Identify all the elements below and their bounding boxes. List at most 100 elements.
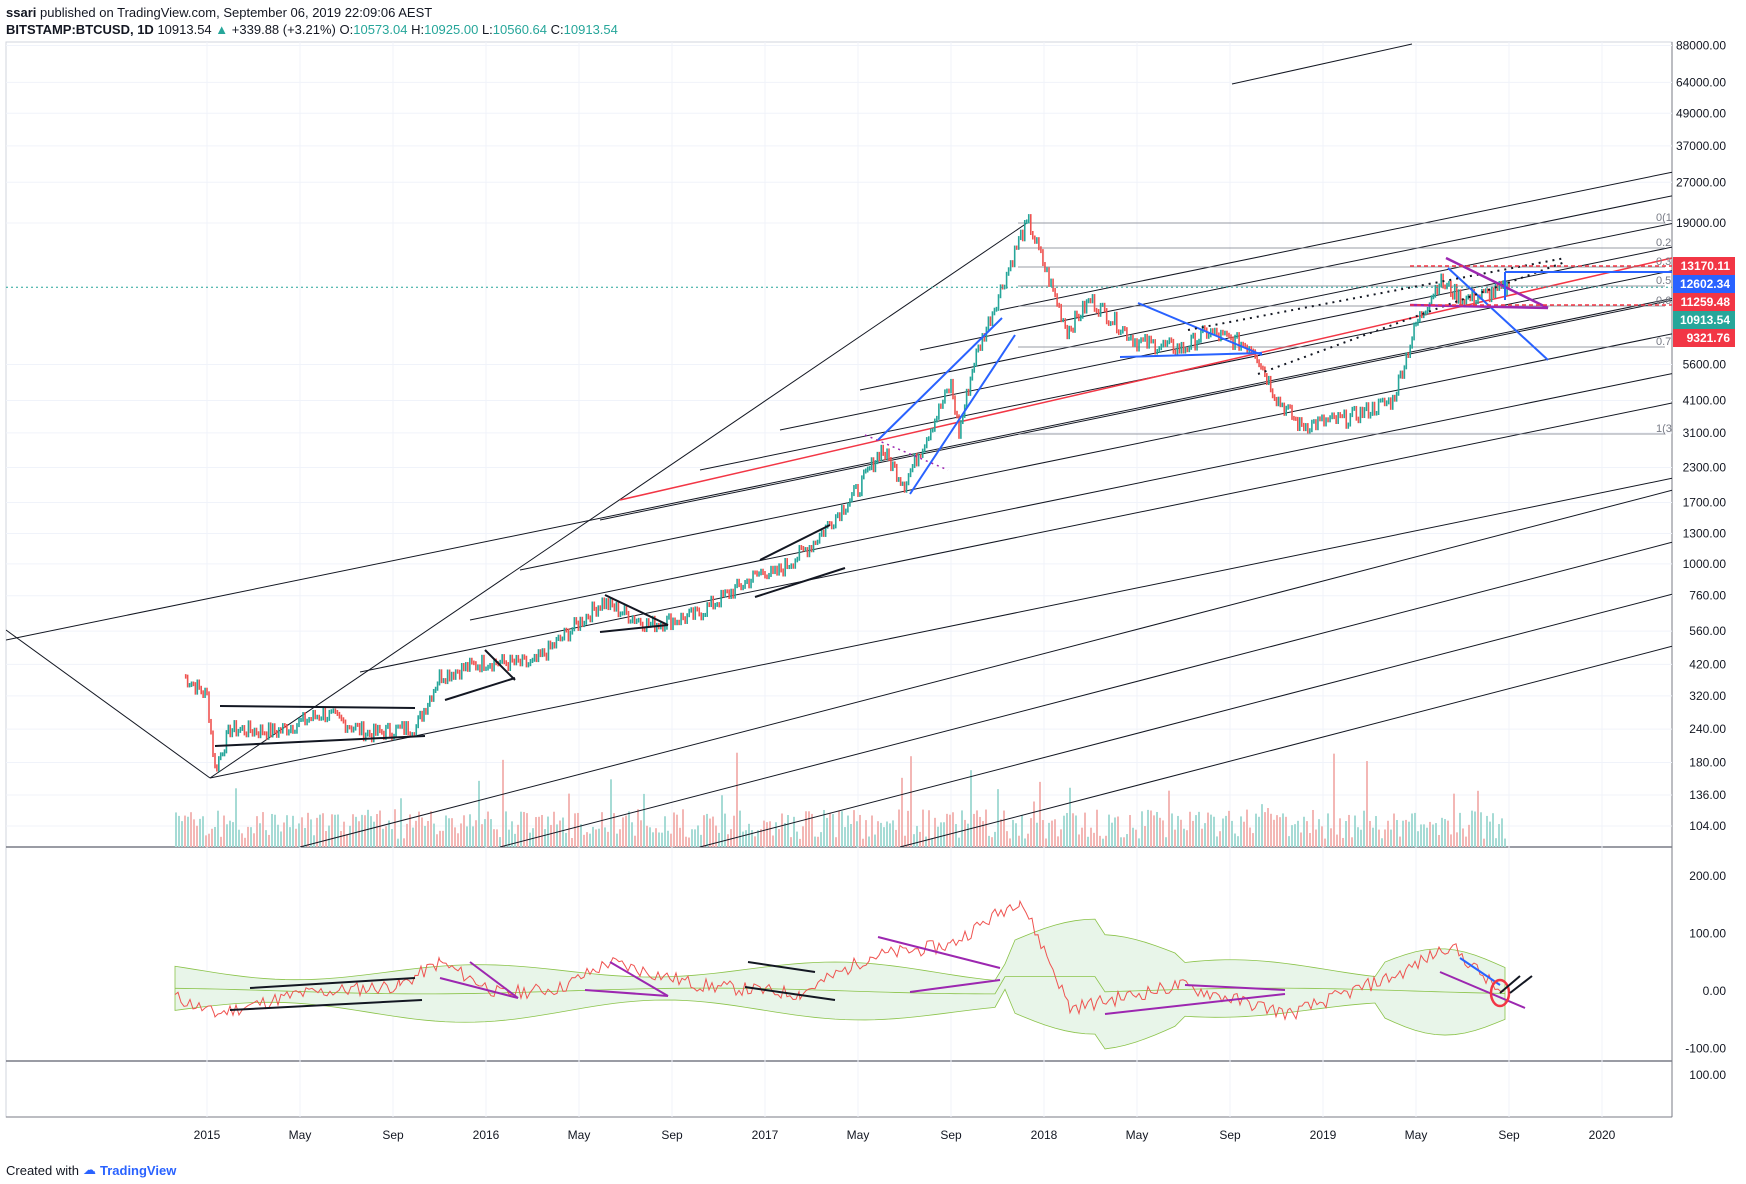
volume-bar — [1255, 813, 1257, 847]
volume-bar — [850, 824, 852, 847]
volume-bar — [1135, 829, 1137, 847]
y-tick-label: 240.00 — [1689, 722, 1726, 736]
volume-bar — [322, 813, 324, 847]
price-labels: 13170.11 12602.34 11259.48 10913.54 9321.76 — [1673, 257, 1735, 347]
x-tick-label: May — [1405, 1128, 1428, 1142]
volume-bar — [973, 813, 975, 847]
volume-bar — [244, 837, 246, 847]
volume-bar — [271, 813, 273, 847]
volume-bar — [1159, 817, 1161, 847]
x-tick-label: Sep — [1219, 1128, 1241, 1142]
volume-bar — [1207, 812, 1209, 847]
volume-bar — [478, 780, 480, 847]
price-label-badge — [1673, 329, 1735, 347]
volume-bar — [745, 830, 747, 847]
volume-bar — [748, 823, 750, 847]
volume-bar — [1390, 829, 1392, 847]
volume-bar — [847, 815, 849, 847]
volume-bar — [421, 817, 423, 847]
author-name[interactable]: ssari — [6, 5, 37, 20]
volume-bar — [1414, 812, 1416, 847]
volume-bar — [553, 811, 555, 847]
time-axis[interactable]: 2015 May Sep 2016 May Sep 2017 May Sep 2018 May Sep… — [194, 1128, 1616, 1142]
trend-line — [859, 223, 1672, 391]
volume-bar — [520, 811, 522, 847]
volume-bar — [1249, 827, 1251, 847]
volume-bar — [871, 815, 873, 847]
volume-bar — [517, 824, 519, 847]
volume-bar — [211, 828, 213, 847]
volume-bar — [403, 838, 405, 847]
volume-bar — [1387, 820, 1389, 847]
tradingview-link[interactable]: TradingView — [99, 1162, 177, 1178]
volume-bar — [964, 819, 966, 847]
volume-bar — [1483, 838, 1485, 847]
volume-bar — [733, 815, 735, 847]
volume-bar — [1153, 815, 1155, 847]
fib-label: 1(3 — [1656, 423, 1672, 435]
volume-bar — [1321, 826, 1323, 847]
y-tick-label: 1700.00 — [1683, 495, 1727, 509]
volume-bar — [202, 816, 204, 847]
volume-bar — [1465, 836, 1467, 847]
trend-line — [779, 246, 1672, 431]
osc-drawing — [229, 999, 423, 1011]
volume-bar — [604, 827, 606, 847]
symbol-label[interactable]: BITSTAMP:BTCUSD, 1D — [6, 22, 154, 37]
osc-drawing — [747, 961, 816, 973]
price-axis[interactable]: 88000.00 64000.00 49000.00 37000.00 27000.00… — [1676, 39, 1726, 1082]
volume-bar — [796, 831, 798, 847]
drawing-line — [754, 567, 846, 598]
volume-bar — [1192, 820, 1194, 847]
volume-bar — [697, 825, 699, 847]
volume-bar — [760, 829, 762, 847]
volume-bar — [655, 828, 657, 847]
y-tick-label: 1000.00 — [1683, 557, 1727, 571]
volume-bar — [466, 826, 468, 847]
volume-bar — [895, 829, 897, 847]
volume-bar — [442, 830, 444, 847]
volume-bar — [1078, 834, 1080, 847]
volume-bar — [547, 816, 549, 847]
grid — [6, 42, 1672, 1117]
volume-bar — [484, 819, 486, 847]
volume-bar — [1351, 837, 1353, 847]
trend-line — [499, 541, 1672, 847]
volume-bar — [280, 831, 282, 847]
trend-line — [469, 373, 1672, 621]
volume-bar — [1261, 804, 1263, 847]
volume-bar — [1252, 833, 1254, 847]
volume-bar — [772, 835, 774, 847]
price-label-text: 9321.76 — [1687, 331, 1731, 345]
price-label-text: 12602.34 — [1680, 277, 1730, 291]
y-tick-label: 560.00 — [1689, 624, 1726, 638]
volume-bar — [580, 824, 582, 847]
volume-bar — [904, 835, 906, 847]
high-label: H: — [411, 22, 425, 37]
volume-bar — [829, 813, 831, 847]
volume-bar — [790, 837, 792, 847]
y-tick-label: 19000.00 — [1676, 216, 1726, 230]
volume-bar — [1213, 816, 1215, 847]
y-tick-label: 3100.00 — [1683, 426, 1727, 440]
volume-bar — [1462, 828, 1464, 847]
y-tick-label: 760.00 — [1689, 589, 1726, 603]
volume-bar — [184, 815, 186, 847]
volume-bar — [751, 830, 753, 847]
volume-bar — [856, 821, 858, 847]
volume-bar — [1474, 811, 1476, 847]
volume-bar — [853, 810, 855, 847]
volume-bar — [1270, 813, 1272, 847]
x-tick-label: 2018 — [1031, 1128, 1058, 1142]
volume-bar — [1399, 836, 1401, 847]
volume-bar — [1447, 820, 1449, 847]
volume-bar — [367, 809, 369, 847]
volume-bar — [637, 809, 639, 847]
volume-bar — [1069, 787, 1071, 847]
volume-bar — [739, 810, 741, 847]
volume-bar — [445, 815, 447, 847]
volume-bar — [577, 812, 579, 847]
volume-bar — [907, 810, 909, 847]
volume-bar — [766, 822, 768, 847]
